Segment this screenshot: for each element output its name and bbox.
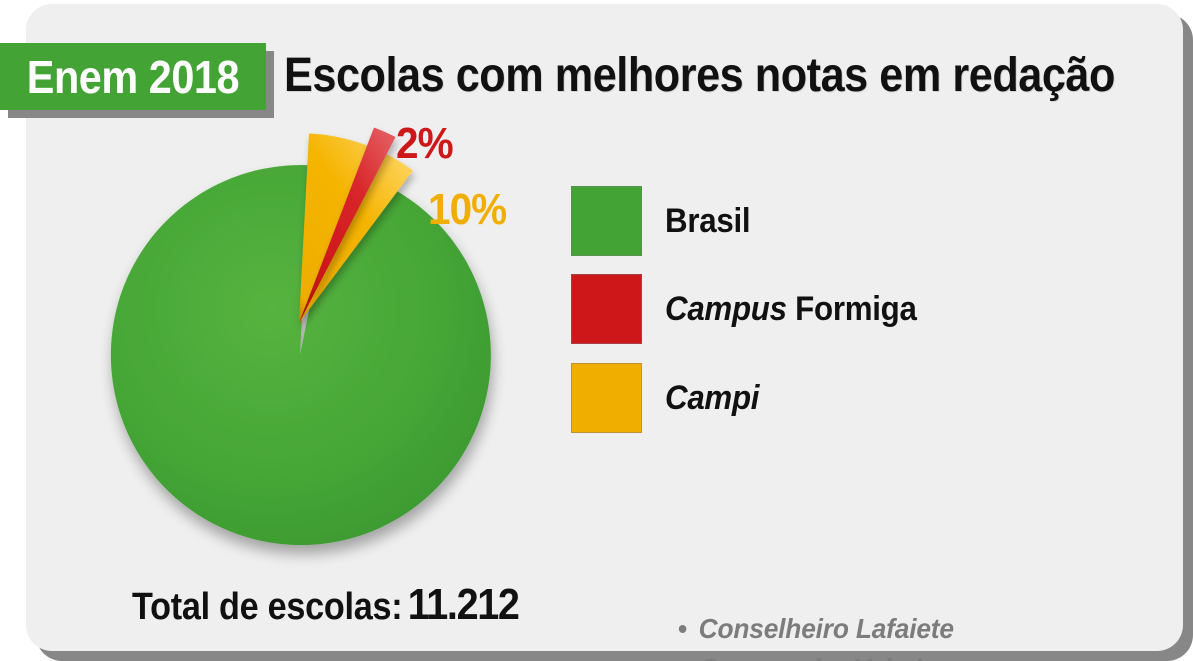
enem-year-badge: Enem 2018 — [0, 43, 266, 110]
percent-label-campus-formiga: 2% — [396, 119, 454, 168]
legend-label-formiga-regular: Formiga — [786, 290, 917, 328]
percent-label-campi: 10% — [428, 185, 507, 234]
campi-list: •Conselheiro Lafaiete •Governador Valada… — [678, 609, 994, 661]
legend-item-campi: Campi •Conselheiro Lafaiete •Governador … — [571, 363, 1041, 661]
total-schools: Total de escolas: 11.212 — [132, 580, 520, 630]
legend-swatch-campi — [571, 363, 642, 433]
legend-label-campus-italic: Campus — [665, 290, 787, 328]
legend-label-brasil-regular: Brasil — [665, 202, 751, 240]
pie-slice-campi — [299, 133, 413, 323]
legend-label-campi-italic: Campi — [665, 379, 760, 417]
page-title: Escolas com melhores notas em redação — [284, 49, 1115, 102]
legend: Brasil Campus Formiga Campi • Conselheiro… — [571, 186, 1041, 661]
campi-list-item-label: Conselheiro Lafaiete — [698, 613, 954, 644]
legend-item-campus-formiga: Campus Formiga — [571, 274, 1041, 344]
pie-chart — [88, 110, 538, 590]
legend-item-brasil: Brasil — [571, 186, 1041, 256]
bullet-icon: • — [678, 613, 688, 644]
bullet-icon: • — [678, 649, 699, 661]
legend-swatch-brasil — [571, 186, 642, 256]
legend-label-brasil: Brasil — [665, 186, 751, 240]
total-schools-label: Total de escolas: — [132, 586, 403, 628]
campi-list-item: • Conselheiro Lafaiete — [678, 609, 975, 649]
total-schools-value: 11.212 — [407, 580, 520, 629]
legend-swatch-campus-formiga — [571, 274, 642, 344]
pie-slice-campus-formiga — [299, 127, 396, 323]
campi-list-item: •Governador Valadares — [678, 649, 975, 661]
pie-slice-brasil — [110, 165, 491, 546]
badge-label: Enem 2018 — [26, 50, 240, 103]
legend-label-campus-formiga: Campus Formiga — [665, 274, 917, 328]
campi-list-item-label: Governador Valadares — [699, 653, 975, 661]
legend-label-campi: Campi — [665, 363, 760, 417]
